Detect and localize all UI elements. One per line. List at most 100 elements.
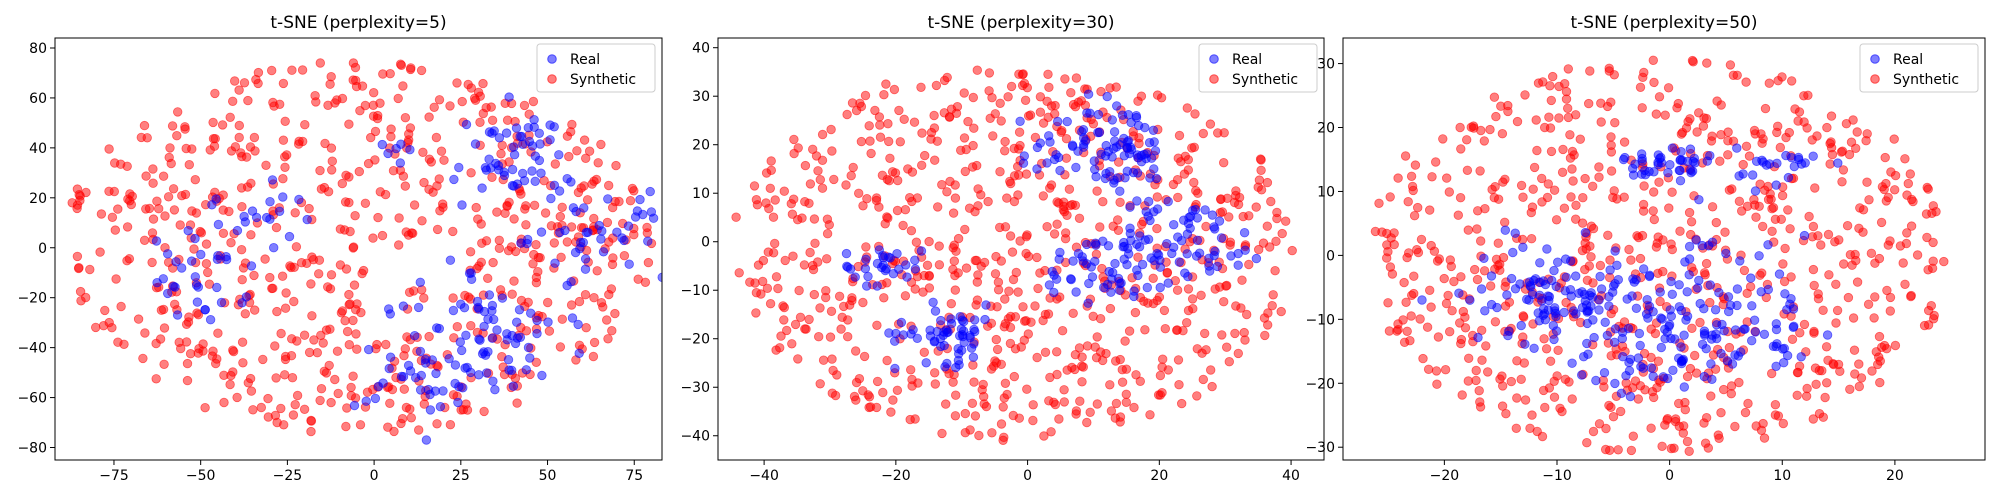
real-point <box>192 297 203 307</box>
synthetic-point <box>496 149 506 159</box>
real-point <box>1636 149 1647 159</box>
synthetic-point <box>1726 389 1737 399</box>
synthetic-point <box>1650 328 1661 339</box>
synthetic-point <box>993 285 1004 295</box>
real-point <box>1625 354 1636 365</box>
x-tick-label: −10 <box>1542 468 1572 484</box>
synthetic-point <box>448 226 458 237</box>
synthetic-point <box>278 78 289 89</box>
synthetic-point <box>1718 384 1729 395</box>
real-point <box>1721 248 1731 259</box>
synthetic-point <box>1604 66 1615 76</box>
chart-panel-3: t-SNE (perplexity=50)−20 −10 0 10 20−30−20−1… <box>1305 13 1986 484</box>
synthetic-point <box>533 267 543 277</box>
synthetic-point <box>1481 341 1491 351</box>
real-point <box>1675 175 1686 186</box>
real-point <box>1233 260 1243 270</box>
synthetic-point <box>814 332 824 342</box>
synthetic-point <box>268 283 278 294</box>
real-point <box>1216 233 1227 243</box>
synthetic-point <box>566 300 577 310</box>
synthetic-point <box>280 370 290 380</box>
real-point <box>492 325 502 335</box>
synthetic-point <box>181 337 192 347</box>
synthetic-point <box>400 112 411 123</box>
synthetic-point <box>306 426 316 437</box>
real-point <box>1570 271 1581 281</box>
real-point <box>1078 139 1089 150</box>
synthetic-point <box>1549 392 1560 402</box>
y-tick-label: −60 <box>17 391 47 407</box>
real-point <box>434 323 445 334</box>
synthetic-point <box>1262 221 1273 231</box>
synthetic-point <box>414 425 424 435</box>
synthetic-point <box>1485 124 1495 135</box>
real-point <box>396 371 407 382</box>
synthetic-point <box>1136 91 1147 101</box>
synthetic-point <box>607 326 617 336</box>
real-point <box>536 168 546 178</box>
real-point <box>1535 258 1545 268</box>
synthetic-point <box>1799 117 1809 127</box>
synthetic-point <box>995 98 1005 109</box>
real-point <box>523 342 534 353</box>
synthetic-point <box>1045 183 1055 193</box>
synthetic-point <box>1060 74 1070 84</box>
synthetic-point <box>942 187 952 197</box>
synthetic-point <box>1475 236 1486 246</box>
real-point <box>570 247 581 258</box>
synthetic-point <box>406 413 417 423</box>
synthetic-point <box>1002 389 1012 400</box>
synthetic-point <box>1549 376 1559 387</box>
synthetic-point <box>487 115 498 126</box>
synthetic-point <box>856 136 867 147</box>
real-point <box>1676 342 1686 352</box>
real-point <box>454 162 464 173</box>
synthetic-point <box>971 255 982 266</box>
synthetic-point <box>417 285 427 295</box>
real-point <box>1083 89 1094 99</box>
synthetic-point <box>1810 363 1821 373</box>
real-point <box>1604 301 1614 311</box>
synthetic-point <box>778 301 788 311</box>
real-point <box>1799 230 1810 241</box>
real-point <box>635 194 645 205</box>
real-point <box>509 142 519 152</box>
synthetic-point <box>986 364 997 374</box>
x-tick-label: 0 <box>1665 468 1674 484</box>
synthetic-point <box>351 329 361 339</box>
y-tick-label: 0 <box>38 241 47 257</box>
synthetic-point <box>1493 194 1504 204</box>
synthetic-point <box>502 115 513 125</box>
synthetic-point <box>1173 192 1183 203</box>
synthetic-point <box>920 150 930 161</box>
real-point <box>1502 290 1512 300</box>
real-point <box>191 280 202 290</box>
synthetic-point <box>1085 407 1095 418</box>
real-point <box>946 318 957 329</box>
synthetic-point <box>1795 328 1805 338</box>
synthetic-point <box>67 198 77 208</box>
synthetic-point <box>1015 140 1025 151</box>
synthetic-point <box>1197 348 1207 358</box>
real-point <box>1567 358 1577 368</box>
synthetic-point <box>141 204 151 214</box>
synthetic-point <box>1401 297 1411 308</box>
synthetic-point <box>1398 315 1408 325</box>
synthetic-point <box>1431 366 1442 376</box>
synthetic-point <box>529 200 540 211</box>
synthetic-point <box>152 196 162 206</box>
synthetic-point <box>858 386 868 396</box>
real-point <box>1140 235 1150 245</box>
real-point <box>930 306 941 316</box>
real-point <box>1565 256 1576 266</box>
real-point <box>1520 339 1530 349</box>
synthetic-point <box>1615 406 1626 417</box>
synthetic-point <box>875 132 886 142</box>
synthetic-point <box>341 421 351 432</box>
real-point <box>1764 159 1775 169</box>
y-tick-label: 80 <box>29 41 47 57</box>
synthetic-point <box>1881 178 1891 189</box>
synthetic-point <box>478 108 489 119</box>
synthetic-point <box>1423 364 1434 375</box>
